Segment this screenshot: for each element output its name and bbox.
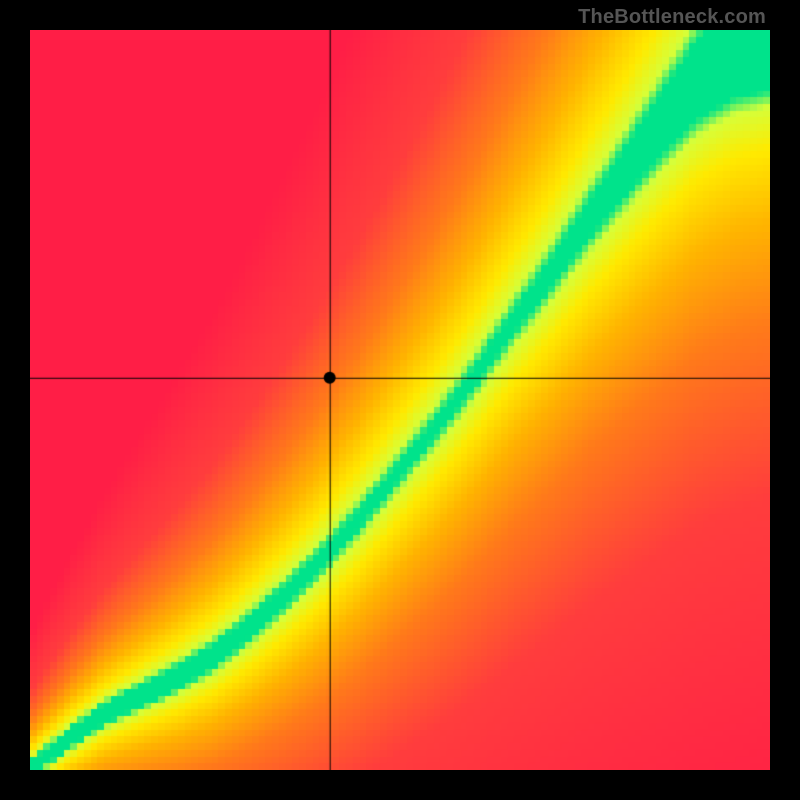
heatmap-plot: [30, 30, 770, 770]
heatmap-canvas: [30, 30, 770, 770]
watermark-text: TheBottleneck.com: [578, 6, 766, 29]
chart-frame: TheBottleneck.com: [0, 0, 800, 800]
